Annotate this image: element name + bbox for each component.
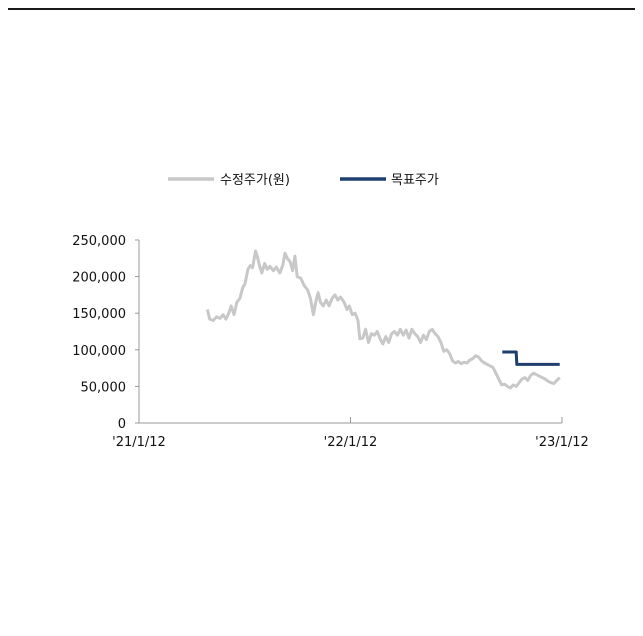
y-tick-label: 50,000 <box>81 380 127 395</box>
chart-legend: 수정주가(원) 목표주가 <box>168 173 439 188</box>
y-tick-label: 250,000 <box>72 234 126 249</box>
y-tick-label: 100,000 <box>72 344 126 359</box>
x-tick-label: '23/1/12 <box>535 435 589 450</box>
legend-label-1: 목표주가 <box>391 173 439 188</box>
x-tick-label: '21/1/12 <box>112 435 166 450</box>
series-line-1 <box>502 350 560 366</box>
series-line-0 <box>205 249 561 390</box>
chart-axes <box>138 240 562 424</box>
x-ticks: '21/1/12 '22/1/12 '23/1/12 <box>112 417 589 450</box>
y-ticks: 0 50,000 100,000 150,000 200,000 250,000 <box>72 234 139 432</box>
legend-label-0: 수정주가(원) <box>220 173 290 188</box>
chart-frame <box>8 8 635 634</box>
chart-series <box>205 249 561 390</box>
y-tick-label: 0 <box>118 417 126 432</box>
x-tick-label: '22/1/12 <box>324 435 378 450</box>
y-tick-label: 150,000 <box>72 307 126 322</box>
y-tick-label: 200,000 <box>72 271 126 286</box>
